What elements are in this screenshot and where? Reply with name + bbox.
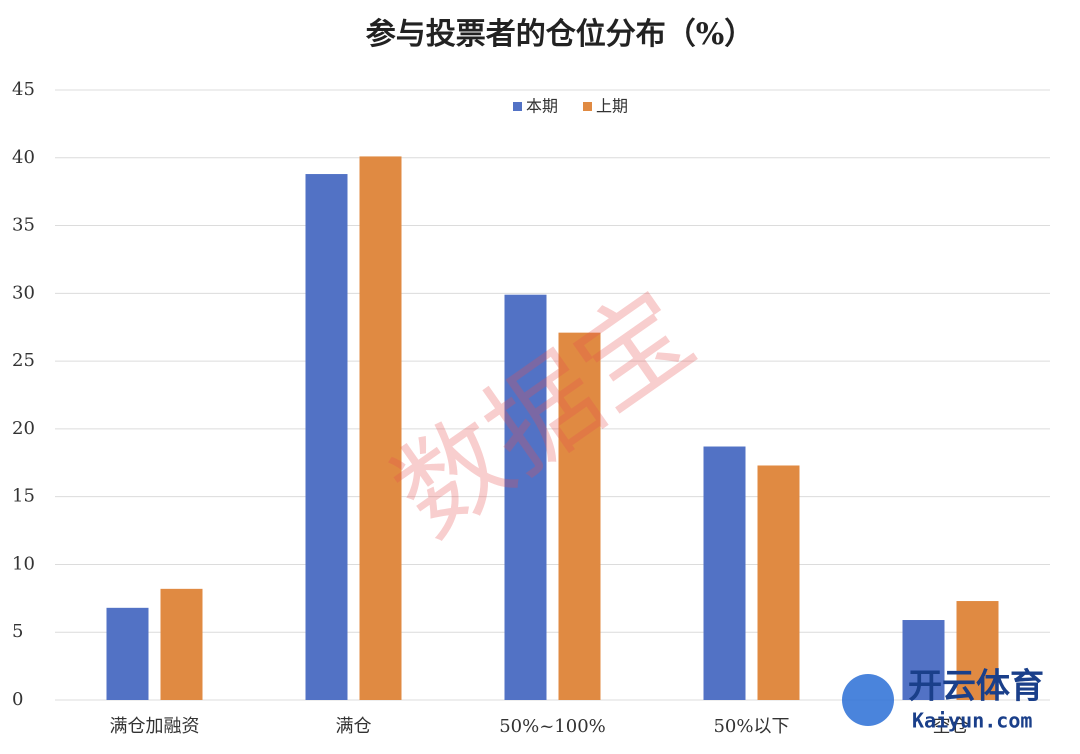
- logo-icon: [842, 674, 894, 726]
- x-tick-label: 满仓: [336, 716, 372, 737]
- x-tick-label: 50%以下: [713, 716, 789, 737]
- logo-text: 开云体育: [908, 667, 1044, 707]
- y-tick-label: 35: [12, 215, 35, 236]
- y-tick-label: 15: [12, 486, 35, 507]
- logo-url: Kaiyun.com: [912, 709, 1032, 733]
- y-tick-label: 30: [12, 282, 35, 303]
- y-tick-label: 5: [12, 621, 23, 642]
- y-tick-label: 10: [12, 553, 35, 574]
- y-tick-label: 40: [12, 147, 35, 168]
- x-tick-label: 50%~100%: [499, 716, 606, 737]
- y-tick-label: 25: [12, 350, 35, 371]
- y-tick-label: 20: [12, 418, 35, 439]
- bar: [305, 174, 348, 701]
- x-tick-label: 空仓: [933, 716, 969, 737]
- bar: [703, 446, 746, 700]
- bar: [160, 588, 203, 700]
- bar: [757, 465, 800, 700]
- bar: [956, 601, 999, 700]
- bar: [106, 607, 149, 700]
- logo: 开云体育 Kaiyun.com: [842, 667, 1044, 733]
- legend-label: 上期: [596, 97, 628, 116]
- chart-title: 参与投票者的仓位分布（%）: [366, 17, 755, 52]
- y-tick-label: 45: [12, 79, 35, 100]
- bar: [558, 332, 601, 700]
- y-tick-label: 0: [12, 689, 23, 710]
- bar: [359, 156, 402, 700]
- legend-label: 本期: [526, 97, 558, 116]
- x-tick-label: 满仓加融资: [110, 716, 200, 737]
- bar: [504, 294, 547, 700]
- legend-swatch: [583, 102, 592, 111]
- legend-swatch: [513, 102, 522, 111]
- plot: 0 5 10 15 20 25 30 35 40 45 满仓加融资 满仓 50%~100% 50%以下 空仓…: [12, 79, 1050, 737]
- bar: [902, 620, 945, 700]
